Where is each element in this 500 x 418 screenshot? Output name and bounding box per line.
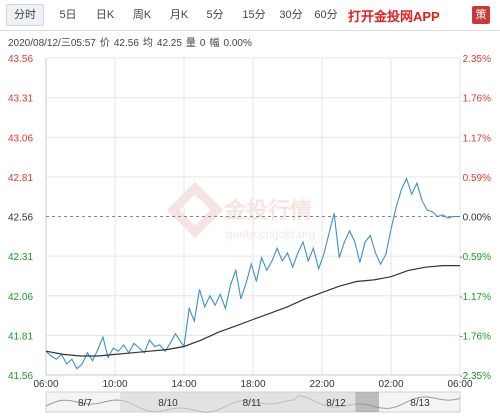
time-axis: 06:00 10:00 14:00 18:00 22:00 02:00 06:00	[33, 379, 472, 390]
avg-value: 42.25	[156, 38, 182, 49]
price-axis: 43.56 43.31 43.06 42.81 42.56 42.31 42.06 41.81…	[8, 54, 33, 382]
volume-value: 0	[199, 38, 206, 49]
price-tick-label: 43.56	[8, 54, 33, 65]
tab-30min[interactable]: 30分	[279, 9, 303, 21]
open-app-link[interactable]: 打开金投网APP	[348, 9, 440, 24]
percent-tick-label: -1.17%	[459, 292, 491, 303]
price-tick-label: 41.81	[8, 331, 33, 342]
time-tick-label: 14:00	[171, 379, 196, 390]
tab-15min[interactable]: 15分	[242, 9, 266, 21]
tab-intraday[interactable]: 分时	[6, 4, 44, 26]
price-tick-label: 43.06	[8, 133, 33, 144]
percent-tick-label: 2.35%	[463, 54, 491, 65]
change-label: 幅	[209, 38, 220, 49]
watermark-brand: 金投行情	[223, 198, 312, 223]
price-tick-label: 43.31	[8, 94, 33, 105]
price-tick-label: 42.56	[8, 213, 33, 224]
time-tick-label: 10:00	[102, 379, 127, 390]
average-series-line	[45, 265, 460, 357]
percent-tick-label: 0.59%	[463, 173, 491, 184]
navigator-date-label: 8/10	[158, 398, 178, 409]
percent-tick-label: -2.35%	[459, 371, 491, 382]
time-tick-label: 18:00	[240, 379, 265, 390]
change-value: 0.00%	[223, 38, 252, 49]
brand-logo-icon	[166, 181, 224, 239]
tab-5day[interactable]: 5日	[59, 9, 77, 21]
percent-tick-label: 0.00%	[463, 213, 491, 224]
price-tick-label: 42.81	[8, 173, 33, 184]
navigator-date-label: 8/13	[410, 398, 430, 409]
navigator-selected-range[interactable]	[355, 392, 379, 412]
price-tick-label: 42.06	[8, 292, 33, 303]
tab-daily-k[interactable]: 日K	[95, 9, 115, 21]
strategy-icon[interactable]: 策	[472, 6, 490, 24]
navigator-window[interactable]	[120, 392, 356, 412]
tab-monthly-k[interactable]: 月K	[169, 9, 189, 21]
tab-5min[interactable]: 5分	[206, 9, 224, 21]
quote-info-bar: 2020/08/12/三05:57 价 42.56 均 42.25 量 0 幅 0.00%	[8, 34, 256, 49]
percent-tick-label: 1.17%	[463, 133, 491, 144]
period-tab-bar: 分时 5日 日K 周K 月K 5分 15分 30分 60分 打开金投网APP 策	[0, 0, 500, 31]
chart-grid	[45, 57, 461, 376]
time-tick-label: 06:00	[447, 379, 472, 390]
price-series-line	[45, 176, 460, 370]
navigator-date-label: 8/12	[326, 398, 346, 409]
watermark-site: quote.cngold.org	[226, 227, 315, 241]
time-tick-label: 02:00	[378, 379, 403, 390]
time-tick-label: 22:00	[309, 379, 334, 390]
avg-label: 均	[142, 38, 153, 49]
tab-weekly-k[interactable]: 周K	[132, 9, 152, 21]
percent-axis: 2.35% 1.76% 1.17% 0.59% 0.00% -0.59% -1.17% -1.…	[459, 54, 491, 382]
volume-label: 量	[185, 38, 196, 49]
chart-lines	[45, 176, 460, 370]
watermark: 金投行情 quote.cngold.org	[166, 181, 315, 241]
navigator-date-label: 8/11	[243, 398, 262, 409]
price-tick-label: 41.56	[8, 371, 33, 382]
percent-tick-label: -1.76%	[459, 331, 491, 342]
percent-tick-label: 1.76%	[463, 94, 491, 105]
percent-tick-label: -0.59%	[459, 252, 491, 263]
price-value: 42.56	[113, 38, 139, 49]
quote-datetime: 2020/08/12/三05:57	[8, 38, 96, 49]
navigator-date-label: 8/7	[78, 398, 92, 409]
tab-60min[interactable]: 60分	[314, 9, 338, 21]
range-navigator[interactable]: 8/7 8/10 8/11 8/12 8/13	[45, 391, 461, 413]
price-tick-label: 42.31	[8, 252, 33, 263]
time-tick-label: 06:00	[33, 379, 58, 390]
price-label: 价	[99, 38, 110, 49]
